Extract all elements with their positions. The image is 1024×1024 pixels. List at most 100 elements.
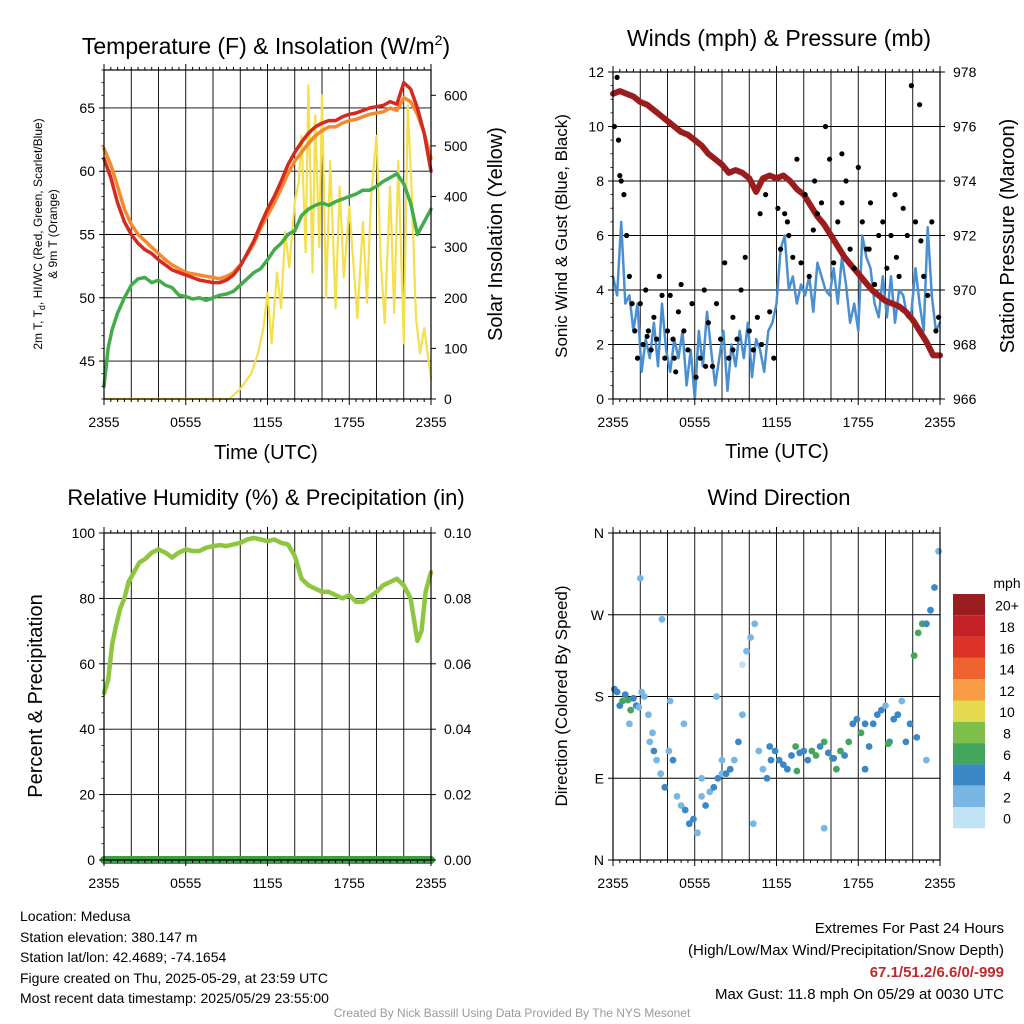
gust-point [918, 238, 924, 244]
gust-point [726, 355, 732, 361]
gust-point [839, 200, 845, 206]
gust-point [614, 74, 620, 80]
direction-axes: N E S W N 2355 0555 1155 1755 2355 [591, 525, 956, 891]
direction-point [931, 584, 938, 591]
direction-point [690, 815, 697, 823]
gust-point [893, 254, 900, 260]
extremes-title: Extremes For Past 24 Hours [814, 920, 1004, 937]
y-tick-label: 100 [72, 525, 96, 541]
direction-point [649, 729, 656, 737]
direction-point [613, 688, 621, 696]
gust-point [701, 287, 707, 293]
y2-tick-label: 500 [444, 138, 468, 154]
direction-point [890, 715, 898, 723]
station-location: Location: Medusa [20, 908, 131, 924]
gust-point [892, 192, 898, 198]
direction-point [739, 661, 746, 669]
direction-point [833, 765, 840, 773]
y-tick-label: 2 [596, 337, 604, 353]
direction-point [698, 793, 705, 800]
colorbar-swatch [953, 785, 985, 807]
gust-point [912, 219, 919, 225]
colorbar-label: 8 [1003, 725, 1011, 741]
gust-point [738, 287, 744, 293]
x-tick-label: 2355 [88, 875, 119, 891]
y-tick-label: 60 [79, 163, 95, 179]
gust-point [933, 328, 939, 334]
gust-point [866, 246, 872, 252]
direction-point [710, 783, 718, 791]
direction-point [767, 756, 775, 764]
direction-point [861, 720, 869, 728]
colorbar-title: mph [993, 575, 1020, 591]
gust-point [648, 347, 654, 353]
gust-point [629, 301, 635, 307]
gust-point [771, 355, 777, 361]
y2-tick-label: 978 [953, 64, 977, 80]
y-tick-label: 4 [596, 282, 604, 298]
winds-series [610, 74, 943, 401]
y-tick-label: N [594, 525, 604, 541]
direction-point [677, 802, 685, 809]
gust-point [637, 301, 643, 307]
direction-point [680, 720, 688, 728]
direction-point [902, 738, 910, 746]
direction-point [722, 770, 730, 778]
direction-point [747, 634, 754, 641]
gust-point [888, 232, 894, 239]
gust-point [678, 281, 684, 288]
direction-point [923, 756, 930, 764]
gust-point [839, 151, 845, 157]
colorbar-label: 16 [999, 640, 1015, 656]
y-tick-label: 6 [596, 228, 604, 244]
temperature-ylabel-left: 2m T, Td, HI/WC (Red, Green, Scarlet/Blu… [31, 118, 47, 349]
direction-point [824, 749, 832, 757]
direction-point [702, 802, 709, 809]
y2-tick-label: 0.02 [444, 787, 471, 803]
direction-point [914, 629, 922, 637]
station-info: Location: Medusa Station elevation: 380.… [20, 906, 329, 1009]
gust-point [746, 328, 752, 334]
y2-tick-label: 100 [444, 340, 468, 356]
direction-point [666, 697, 674, 705]
gust-point [767, 309, 773, 315]
y-tick-label: 20 [79, 787, 95, 803]
gust-point [872, 281, 878, 288]
gust-point [675, 309, 682, 315]
y-tick-label: 80 [79, 590, 95, 606]
gust-point [921, 273, 927, 279]
gust-point [722, 260, 728, 266]
direction-point [869, 720, 877, 728]
gust-point [681, 328, 687, 334]
direction-point [636, 575, 644, 582]
colorbar-swatch [953, 807, 985, 829]
humidity-panel: Relative Humidity (%) & Precipitation (i… [25, 485, 471, 891]
gust-point [810, 227, 816, 233]
direction-point [906, 720, 914, 728]
direction-title: Wind Direction [707, 485, 850, 510]
gust-point [775, 205, 781, 211]
gust-point [617, 173, 623, 179]
gust-point [634, 355, 641, 361]
colorbar-swatch [953, 636, 985, 658]
winds-title: Winds (mph) & Pressure (mb) [627, 25, 931, 51]
y2-tick-label: 400 [444, 189, 468, 205]
direction-point [873, 711, 881, 719]
gust-point [818, 200, 825, 206]
gust-point [827, 156, 833, 162]
direction-point [718, 756, 726, 764]
humidity-ylabel-left: Percent & Precipitation [25, 594, 47, 797]
y2-tick-label: 0.08 [444, 590, 471, 606]
y2-tick-label: 600 [444, 87, 468, 103]
x-tick-label: 0555 [679, 875, 710, 891]
y-tick-label: 65 [79, 100, 95, 116]
direction-point [779, 761, 787, 768]
direction-point [816, 743, 824, 750]
y2-tick-label: 970 [953, 282, 977, 298]
gust-point [814, 211, 821, 217]
direction-point [800, 747, 808, 755]
direction-point [845, 738, 853, 746]
direction-point [837, 747, 844, 755]
series-t9m [102, 96, 433, 281]
winds-panel: Winds (mph) & Pressure (mb) 0 2 4 6 8 10 12 966… [552, 25, 1019, 463]
